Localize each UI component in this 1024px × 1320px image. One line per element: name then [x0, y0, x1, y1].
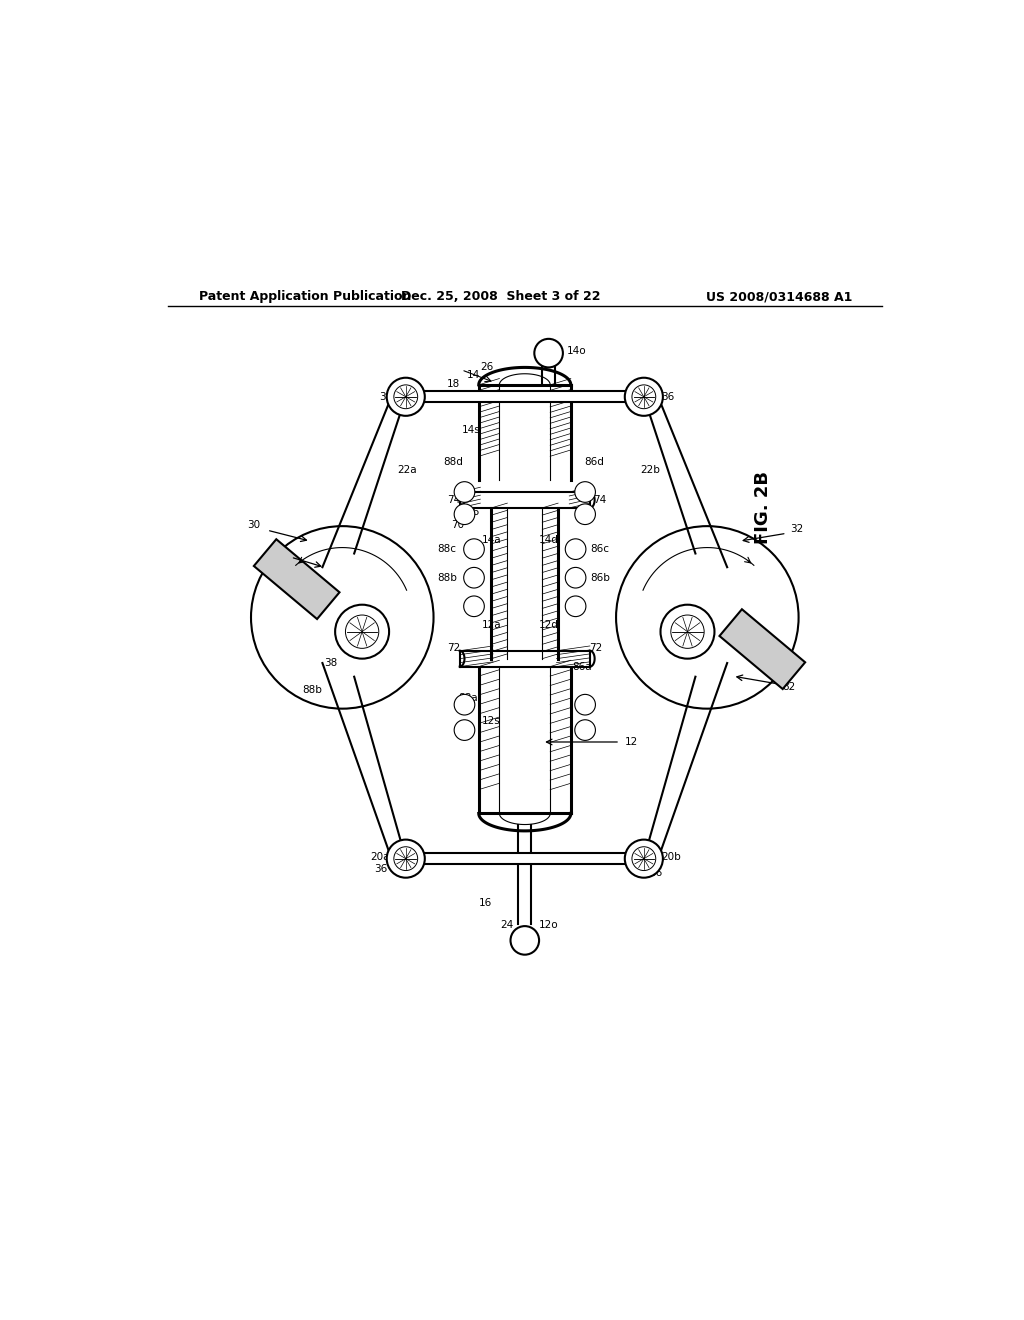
- Text: 12o: 12o: [539, 920, 558, 931]
- Text: 14: 14: [467, 370, 480, 380]
- FancyBboxPatch shape: [401, 853, 648, 865]
- Circle shape: [574, 504, 595, 524]
- Circle shape: [574, 482, 595, 503]
- Text: 88c: 88c: [437, 544, 457, 554]
- Text: 14o: 14o: [566, 346, 586, 356]
- Text: 46: 46: [467, 507, 480, 517]
- Text: 18: 18: [446, 379, 460, 389]
- Text: 72: 72: [446, 643, 460, 652]
- Circle shape: [455, 482, 475, 503]
- Text: 10: 10: [356, 636, 370, 647]
- Text: 24: 24: [501, 920, 514, 931]
- Circle shape: [464, 568, 484, 587]
- Circle shape: [464, 595, 484, 616]
- Circle shape: [574, 719, 595, 741]
- Text: 12s: 12s: [482, 715, 501, 726]
- Text: 20a: 20a: [371, 853, 390, 862]
- Text: 30: 30: [247, 520, 260, 531]
- Circle shape: [625, 378, 663, 416]
- Text: US 2008/0314688 A1: US 2008/0314688 A1: [706, 290, 852, 304]
- Polygon shape: [254, 540, 340, 619]
- Text: 38: 38: [679, 634, 692, 644]
- Text: FIG. 2B: FIG. 2B: [754, 471, 772, 544]
- Text: 22b: 22b: [640, 465, 660, 475]
- Text: 12: 12: [626, 737, 639, 747]
- Text: 16: 16: [478, 898, 492, 908]
- Circle shape: [660, 605, 715, 659]
- Text: 36: 36: [649, 869, 663, 878]
- Text: 74: 74: [594, 495, 607, 506]
- Circle shape: [387, 378, 425, 416]
- Text: 86a: 86a: [572, 661, 592, 672]
- Text: 36: 36: [374, 865, 387, 874]
- Text: 36: 36: [662, 392, 674, 401]
- Circle shape: [565, 595, 586, 616]
- Text: 86d: 86d: [585, 457, 604, 467]
- Text: 88d: 88d: [443, 457, 463, 467]
- Text: Dec. 25, 2008  Sheet 3 of 22: Dec. 25, 2008 Sheet 3 of 22: [401, 290, 601, 304]
- Circle shape: [565, 539, 586, 560]
- Text: 72: 72: [590, 643, 603, 652]
- Text: 82: 82: [782, 682, 796, 692]
- Text: 88a: 88a: [458, 693, 477, 704]
- Circle shape: [625, 840, 663, 878]
- Circle shape: [455, 719, 475, 741]
- Circle shape: [455, 504, 475, 524]
- Polygon shape: [720, 610, 805, 689]
- Text: 88b: 88b: [437, 573, 457, 582]
- Circle shape: [565, 568, 586, 587]
- Text: 26: 26: [480, 362, 494, 372]
- Circle shape: [387, 840, 425, 878]
- Circle shape: [574, 694, 595, 715]
- Circle shape: [335, 605, 389, 659]
- Text: 22a: 22a: [397, 465, 417, 475]
- Circle shape: [455, 694, 475, 715]
- FancyBboxPatch shape: [401, 391, 648, 403]
- Text: 86c: 86c: [591, 544, 609, 554]
- Text: 14s: 14s: [462, 425, 480, 436]
- Text: 14a: 14a: [481, 535, 502, 545]
- Text: 20b: 20b: [662, 853, 682, 862]
- Text: 88b: 88b: [302, 685, 323, 696]
- Circle shape: [464, 539, 484, 560]
- Text: 70: 70: [451, 520, 464, 531]
- Text: Patent Application Publication: Patent Application Publication: [200, 290, 412, 304]
- Text: 74: 74: [446, 495, 460, 506]
- Text: 14d: 14d: [539, 535, 558, 545]
- Text: 48: 48: [467, 606, 480, 616]
- Text: 86b: 86b: [590, 573, 610, 582]
- Text: 38: 38: [324, 659, 337, 668]
- Text: 12a: 12a: [481, 620, 502, 631]
- Text: 36: 36: [379, 392, 392, 401]
- Text: 32: 32: [791, 524, 804, 535]
- Text: 12d: 12d: [539, 620, 558, 631]
- Text: 84: 84: [273, 548, 287, 558]
